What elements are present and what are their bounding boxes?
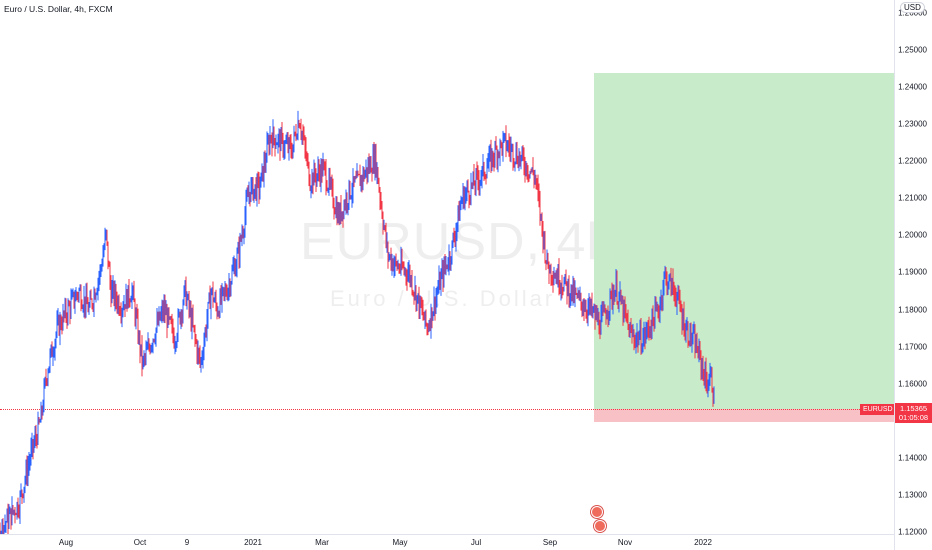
price-axis-label: 1.26000	[898, 8, 927, 18]
current-price-value: 1.15365	[899, 404, 928, 413]
time-axis-label: 9	[184, 538, 190, 547]
price-axis-label: 1.16000	[898, 379, 927, 389]
currency-selector[interactable]: USD	[900, 2, 925, 13]
time-axis-label: Sep	[542, 538, 558, 547]
price-axis-label: 1.14000	[898, 453, 927, 463]
price-axis-label: 1.21000	[898, 193, 927, 203]
candlestick-series	[0, 110, 715, 534]
current-price-line	[0, 409, 894, 410]
time-axis-label: May	[392, 538, 408, 547]
economic-event-icon[interactable]	[594, 520, 606, 532]
symbol-price-tag: EURUSD	[860, 404, 894, 415]
price-axis-label: 1.13000	[898, 490, 927, 500]
economic-event-icon[interactable]	[591, 506, 603, 518]
time-axis[interactable]: Aug Oct 9 2021 Mar May Jul Sep Nov 2022	[0, 534, 894, 550]
price-axis[interactable]: 1.26000 1.25000 1.24000 1.23000 1.22000 1.210…	[894, 0, 932, 550]
symbol-title[interactable]: Euro / U.S. Dollar, 4h, FXCM	[4, 4, 113, 14]
price-axis-label: 1.19000	[898, 267, 927, 277]
time-axis-label: Mar	[315, 538, 329, 547]
long-position-target-zone[interactable]	[594, 73, 894, 409]
chart-plot-area[interactable]: EURUSD, 4h Euro / U.S. Dollar Euro / U.S…	[0, 0, 894, 534]
time-axis-label: 2022	[694, 538, 712, 547]
price-axis-label: 1.25000	[898, 45, 927, 55]
time-axis-label: Aug	[58, 538, 74, 547]
price-axis-label: 1.20000	[898, 230, 927, 240]
price-axis-label: 1.12000	[898, 527, 927, 537]
time-axis-label: Jul	[470, 538, 482, 547]
time-axis-label: 2021	[244, 538, 262, 547]
time-axis-label: Oct	[133, 538, 147, 547]
time-axis-label: Nov	[617, 538, 633, 547]
price-axis-label: 1.22000	[898, 156, 927, 166]
long-position-stop-zone[interactable]	[594, 409, 894, 422]
current-price-tag: 1.15365 01:05:08	[895, 403, 932, 423]
bar-countdown: 01:05:08	[898, 413, 929, 422]
price-axis-label: 1.24000	[898, 82, 927, 92]
price-axis-label: 1.17000	[898, 342, 927, 352]
price-axis-label: 1.18000	[898, 305, 927, 315]
price-axis-label: 1.23000	[898, 119, 927, 129]
